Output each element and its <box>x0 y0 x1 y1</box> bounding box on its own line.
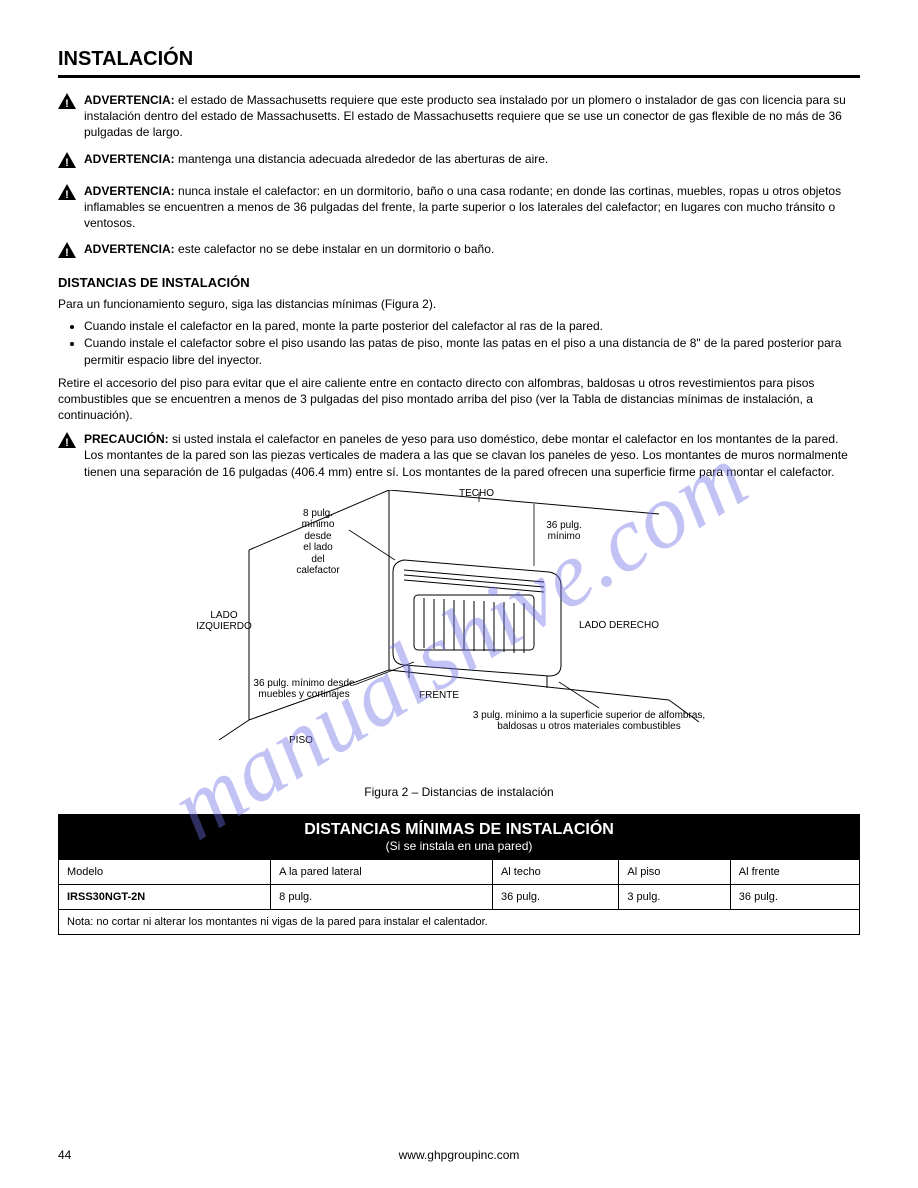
warning-body: nunca instale el calefactor: en un dormi… <box>84 184 841 230</box>
diagram-label-piso: PISO <box>289 735 313 747</box>
warning-icon: ! <box>58 184 76 205</box>
table-cell: Al techo <box>492 860 618 885</box>
clearance-diagram: TECHO 8 pulg. mínimo desde el lado del c… <box>179 490 739 770</box>
page-number: 44 <box>58 1148 71 1162</box>
table-cell: 8 pulg. <box>271 885 493 910</box>
svg-text:!: ! <box>65 437 69 448</box>
caution-text: PRECAUCIÓN: si usted instala el calefact… <box>84 431 860 480</box>
table-cell: A la pared lateral <box>271 860 493 885</box>
warning-lead: ADVERTENCIA: <box>84 184 175 198</box>
table-cell-model: IRSS30NGT-2N <box>59 885 271 910</box>
table-note: Nota: no cortar ni alterar los montantes… <box>59 910 860 935</box>
table-cell: Al frente <box>730 860 859 885</box>
subsection-heading: DISTANCIAS DE INSTALACIÓN <box>58 275 860 290</box>
table-cell: 3 pulg. <box>619 885 730 910</box>
diagram-label-left: LADO IZQUIERDO <box>189 610 259 633</box>
table-row: Nota: no cortar ni alterar los montantes… <box>59 910 860 935</box>
table-header-line1: DISTANCIAS MÍNIMAS DE INSTALACIÓN <box>67 821 851 839</box>
svg-text:!: ! <box>65 157 69 168</box>
table-header-line2: (Si se instala en una pared) <box>67 839 851 853</box>
footer-url: www.ghpgroupinc.com <box>399 1148 520 1162</box>
warning-body: mantenga una distancia adecuada alrededo… <box>178 152 548 166</box>
table-header: DISTANCIAS MÍNIMAS DE INSTALACIÓN (Si se… <box>59 815 860 860</box>
body-paragraph: Retire el accesorio del piso para evitar… <box>58 375 860 424</box>
table-cell: Al piso <box>619 860 730 885</box>
warning-icon: ! <box>58 432 76 453</box>
table-cell: 36 pulg. <box>730 885 859 910</box>
diagram-label-frontnote: 36 pulg. mínimo desde muebles y cortinaj… <box>239 678 369 701</box>
svg-text:!: ! <box>65 98 69 109</box>
warning-icon: ! <box>58 93 76 114</box>
diagram-label-techo: TECHO <box>459 488 494 500</box>
warning-text: ADVERTENCIA: el estado de Massachusetts … <box>84 92 860 141</box>
body-list: Cuando instale el calefactor en la pared… <box>84 318 860 368</box>
list-item: Cuando instale el calefactor en la pared… <box>84 318 860 335</box>
warning-row: ! ADVERTENCIA: este calefactor no se deb… <box>58 241 860 263</box>
svg-text:!: ! <box>65 189 69 200</box>
warning-body: este calefactor no se debe instalar en u… <box>178 242 494 256</box>
warning-lead: ADVERTENCIA: <box>84 152 175 166</box>
diagram-label-topright: 36 pulg. mínimo <box>539 520 589 543</box>
clearance-table: DISTANCIAS MÍNIMAS DE INSTALACIÓN (Si se… <box>58 814 860 935</box>
warning-body: el estado de Massachusetts requiere que … <box>84 93 846 139</box>
warning-row: ! ADVERTENCIA: mantenga una distancia ad… <box>58 151 860 173</box>
warning-row: ! ADVERTENCIA: nunca instale el calefact… <box>58 183 860 232</box>
svg-text:!: ! <box>65 247 69 258</box>
diagram-label-topleft: 8 pulg. mínimo desde el lado del calefac… <box>289 508 347 577</box>
table-row: IRSS30NGT-2N 8 pulg. 36 pulg. 3 pulg. 36… <box>59 885 860 910</box>
warning-icon: ! <box>58 152 76 173</box>
warning-lead: ADVERTENCIA: <box>84 242 175 256</box>
caution-body: si usted instala el calefactor en panele… <box>84 432 848 478</box>
table-cell: 36 pulg. <box>492 885 618 910</box>
caution-row: ! PRECAUCIÓN: si usted instala el calefa… <box>58 431 860 480</box>
warning-lead: ADVERTENCIA: <box>84 93 175 107</box>
diagram-label-right: LADO DERECHO <box>579 620 659 632</box>
warning-row: ! ADVERTENCIA: el estado de Massachusett… <box>58 92 860 141</box>
table-header-row: DISTANCIAS MÍNIMAS DE INSTALACIÓN (Si se… <box>59 815 860 860</box>
diagram-label-bottomnote: 3 pulg. mínimo a la superficie superior … <box>459 710 719 733</box>
warning-icon: ! <box>58 242 76 263</box>
table-cell: Modelo <box>59 860 271 885</box>
warning-text: ADVERTENCIA: este calefactor no se debe … <box>84 241 494 257</box>
table-row: Modelo A la pared lateral Al techo Al pi… <box>59 860 860 885</box>
warning-text: ADVERTENCIA: mantenga una distancia adec… <box>84 151 548 167</box>
list-item: Cuando instale el calefactor sobre el pi… <box>84 335 860 369</box>
section-title: INSTALACIÓN <box>58 48 860 78</box>
diagram-caption: Figura 2 – Distancias de instalación <box>58 784 860 800</box>
diagram-label-frente: FRENTE <box>419 690 459 702</box>
caution-lead: PRECAUCIÓN: <box>84 432 169 446</box>
body-paragraph: Para un funcionamiento seguro, siga las … <box>58 296 860 312</box>
warning-text: ADVERTENCIA: nunca instale el calefactor… <box>84 183 860 232</box>
